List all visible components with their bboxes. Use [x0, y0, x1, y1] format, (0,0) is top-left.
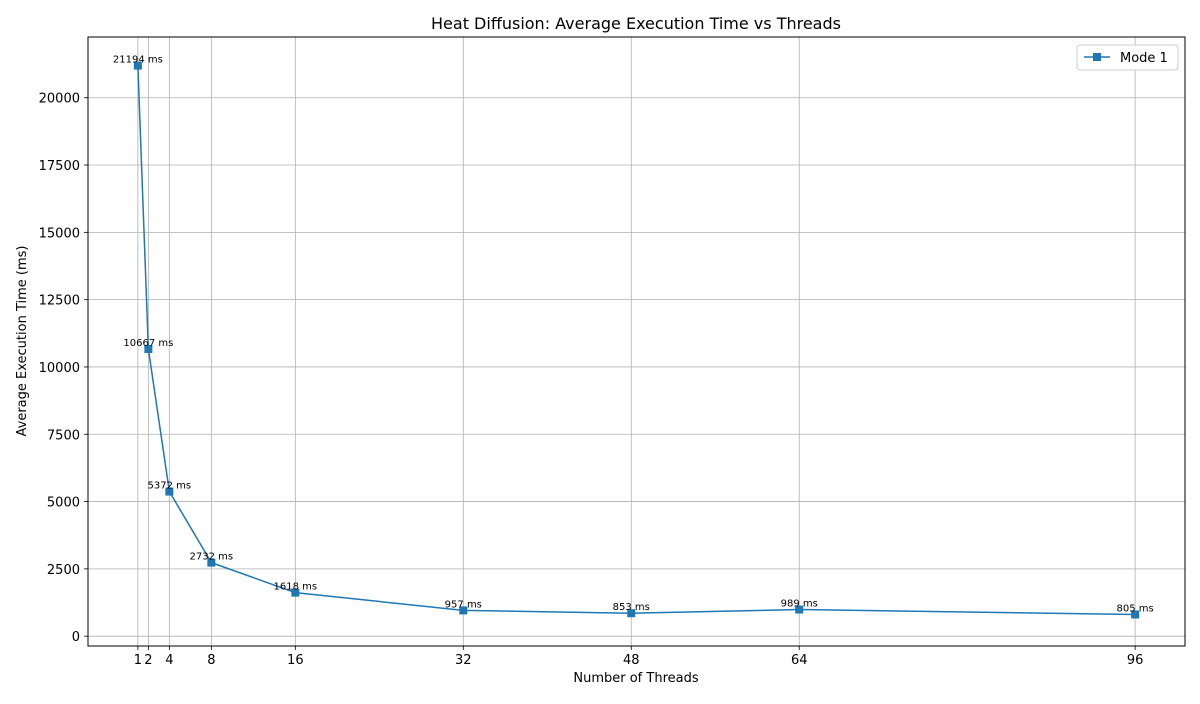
data-label: 2732 ms — [190, 552, 234, 563]
data-point-marker — [1131, 610, 1140, 619]
y-axis-label: Average Execution Time (ms) — [15, 246, 30, 437]
tick-layer: 1 2 4 8 16 32 48 64 9602500500075001000012500150… — [39, 92, 1144, 668]
legend-box — [1076, 44, 1179, 71]
data-label: 957 ms — [445, 599, 482, 610]
chart-title: Heat Diffusion: Average Execution Time v… — [431, 14, 841, 33]
data-label: 1618 ms — [274, 582, 318, 593]
y-tick-label: 20000 — [39, 92, 80, 107]
x-tick-label: 1 — [134, 653, 142, 668]
legend-marker-swatch — [1093, 53, 1101, 61]
y-tick-label: 5000 — [47, 496, 80, 511]
data-label: 989 ms — [781, 599, 818, 610]
data-label: 10667 ms — [123, 338, 173, 349]
data-point-marker — [165, 487, 174, 496]
x-tick-label: 8 — [207, 653, 215, 668]
data-point-marker — [144, 344, 153, 353]
data-label: 805 ms — [1117, 604, 1154, 615]
x-tick-label: 64 — [791, 653, 808, 668]
data-label: 21194 ms — [113, 55, 163, 66]
plot-frame — [87, 36, 1186, 647]
y-tick-label: 10000 — [39, 361, 80, 376]
y-tick-label: 17500 — [39, 159, 80, 174]
y-tick-label: 2500 — [47, 563, 80, 578]
data-point-marker — [459, 606, 468, 615]
x-tick-label: 2 — [144, 653, 152, 668]
x-axis-label: Number of Threads — [573, 671, 698, 686]
data-label-layer: 21194 ms 10667 ms 5372 ms 2732 ms 1618 ms 957… — [113, 55, 1154, 615]
x-tick-label: 4 — [165, 653, 173, 668]
y-tick-label: 7500 — [47, 428, 80, 443]
x-tick-label: 32 — [455, 653, 472, 668]
grid-layer — [88, 37, 1185, 646]
legend: Mode 1 — [1076, 44, 1179, 71]
legend-label: Mode 1 — [1120, 51, 1168, 66]
data-point-marker — [133, 61, 142, 70]
x-tick-label: 48 — [623, 653, 640, 668]
data-label: 5372 ms — [148, 481, 192, 492]
data-point-marker — [627, 609, 636, 618]
x-tick-label: 96 — [1127, 653, 1144, 668]
y-tick-label: 0 — [72, 630, 80, 645]
data-point-marker — [795, 605, 804, 614]
x-tick-label: 16 — [287, 653, 304, 668]
series-layer — [133, 61, 1140, 619]
data-label: 853 ms — [613, 602, 650, 613]
data-point-marker — [291, 588, 300, 597]
y-tick-label: 15000 — [39, 226, 80, 241]
data-point-marker — [207, 558, 216, 567]
y-tick-label: 12500 — [39, 294, 80, 309]
